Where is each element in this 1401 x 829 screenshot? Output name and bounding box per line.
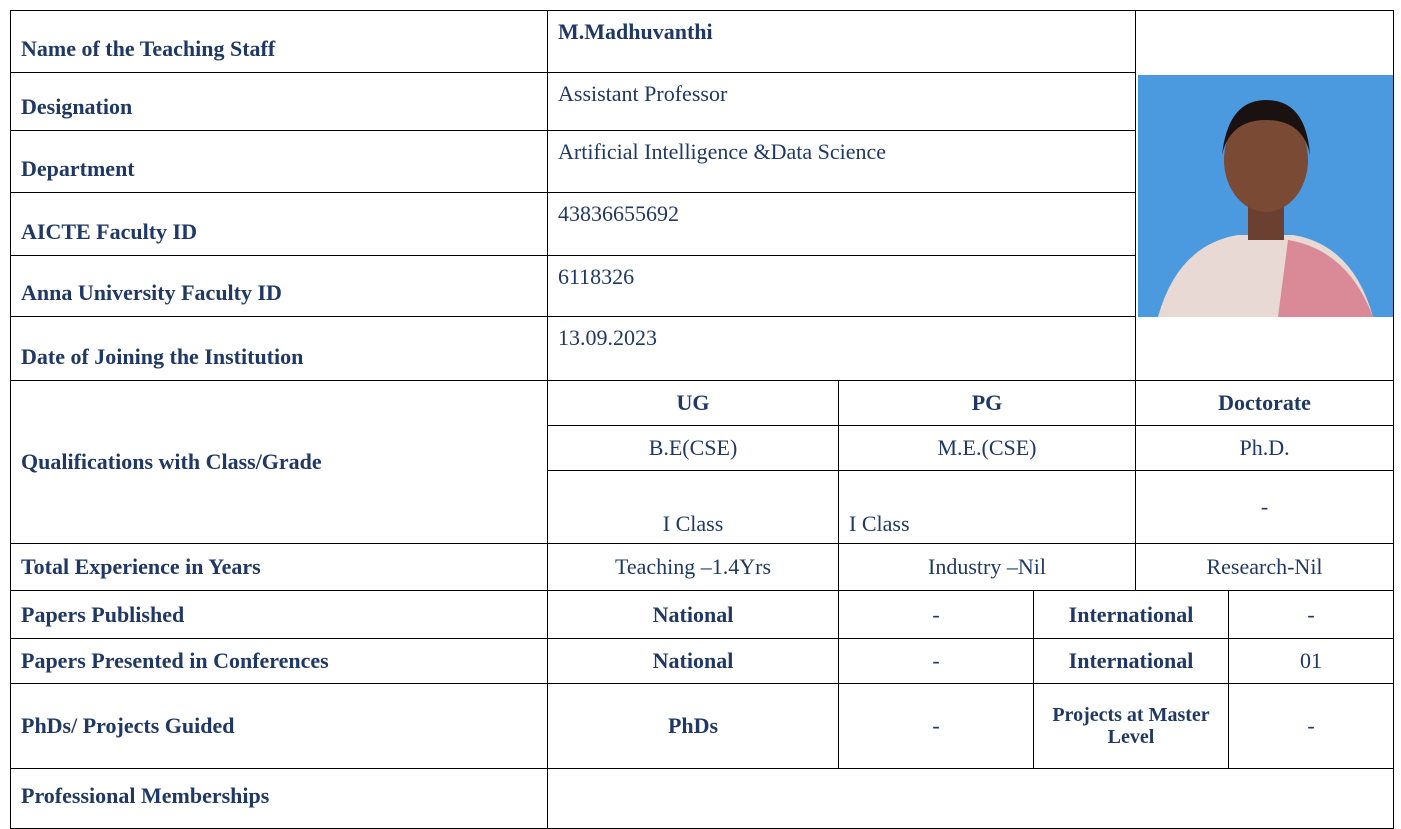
sub-label: International (1032, 638, 1230, 684)
experience: Research-Nil (1135, 543, 1395, 591)
label: Designation (10, 72, 548, 131)
degree: M.E.(CSE) (837, 425, 1137, 471)
value: 6118326 (546, 255, 1137, 317)
value: M.Madhuvanthi (546, 10, 1137, 73)
experience: Teaching –1.4Yrs (547, 543, 839, 591)
class: I Class (837, 470, 1137, 544)
value: 13.09.2023 (546, 316, 1137, 381)
label: Professional Memberships (10, 768, 548, 829)
staff-table: Name of the Teaching Staff M.Madhuvanthi … (10, 10, 1395, 829)
degree: B.E(CSE) (547, 425, 839, 471)
value: 43836655692 (546, 192, 1137, 256)
label: Papers Presented in Conferences (10, 638, 548, 684)
label: Total Experience in Years (10, 543, 548, 591)
header: UG (547, 380, 839, 426)
degree: Ph.D. (1135, 425, 1395, 471)
value: - (1228, 590, 1395, 639)
sub-label: International (1032, 590, 1230, 639)
class: I Class (547, 470, 839, 544)
sub-label: National (547, 638, 839, 684)
sub-label: Projects at Master Level (1032, 683, 1230, 769)
photo (1138, 74, 1393, 317)
label: Anna University Faculty ID (10, 255, 548, 317)
label: AICTE Faculty ID (10, 192, 548, 256)
label: Date of Joining the Institution (10, 316, 548, 381)
sub-label: National (547, 590, 839, 639)
label: Department (10, 130, 548, 193)
header: PG (837, 380, 1137, 426)
value: 01 (1228, 638, 1395, 684)
value: Artificial Intelligence &Data Science (546, 130, 1137, 193)
value: - (838, 683, 1034, 769)
label: Name of the Teaching Staff (10, 10, 548, 73)
experience: Industry –Nil (837, 543, 1137, 591)
value (546, 768, 1395, 829)
class: - (1135, 470, 1395, 544)
value: - (1228, 683, 1395, 769)
sub-label: PhDs (547, 683, 839, 769)
label: Papers Published (10, 590, 548, 639)
value: Assistant Professor (546, 72, 1137, 131)
photo-cell (1135, 10, 1395, 381)
value: - (838, 638, 1034, 684)
value: - (838, 590, 1034, 639)
label: Qualifications with Class/Grade (10, 380, 548, 544)
header: Doctorate (1135, 380, 1395, 426)
label: PhDs/ Projects Guided (10, 683, 548, 769)
